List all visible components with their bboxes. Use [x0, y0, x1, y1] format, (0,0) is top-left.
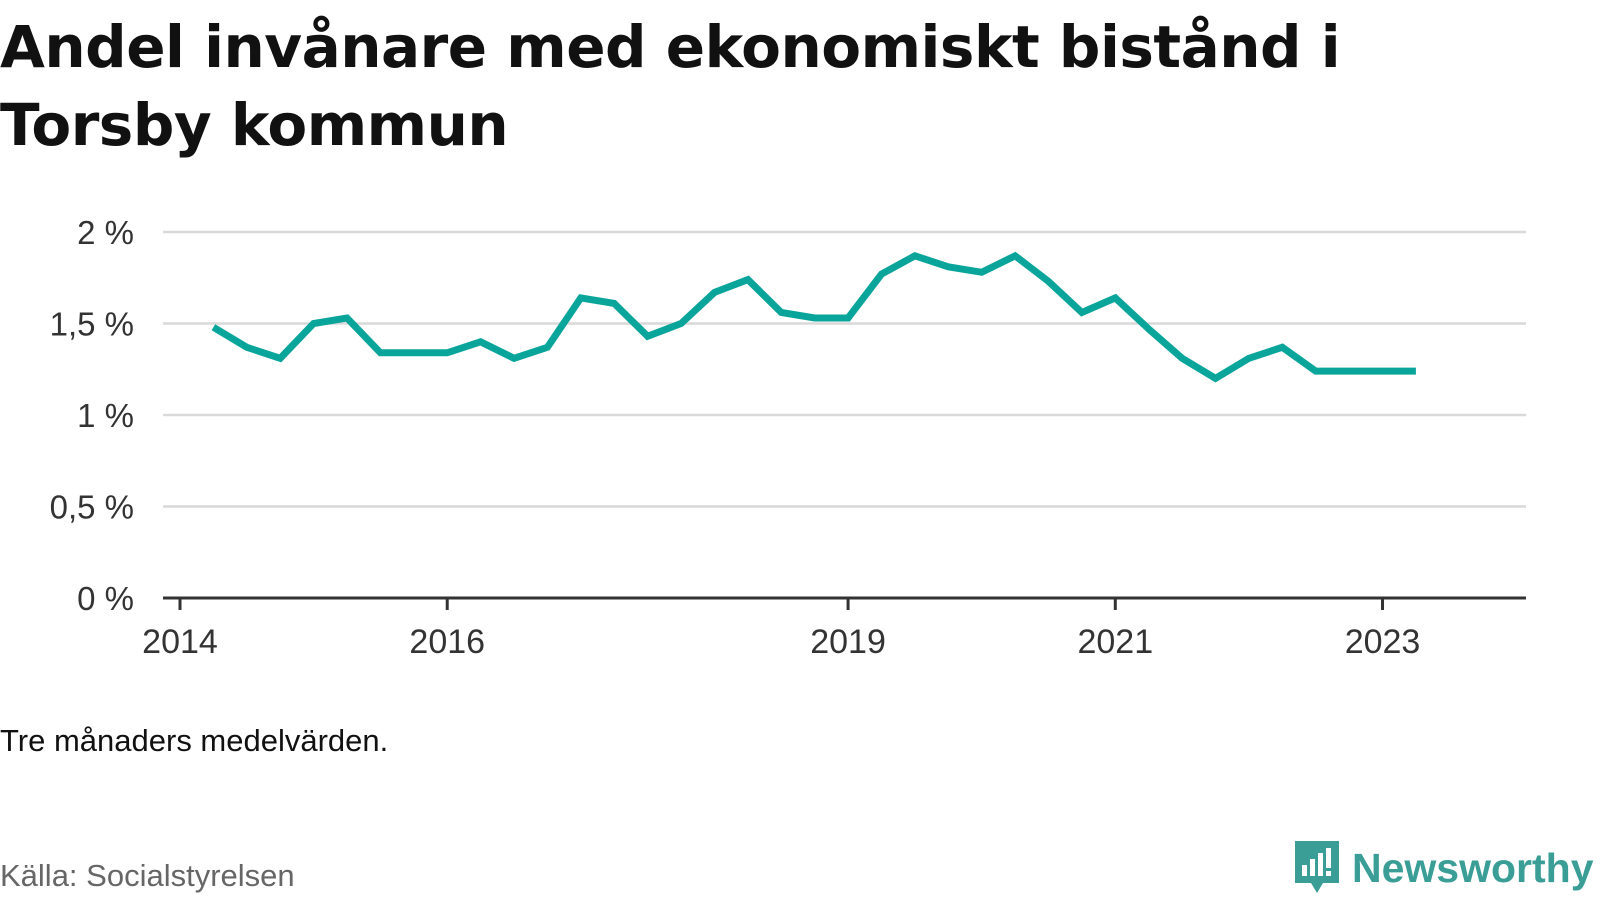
chart-title: Andel invånare med ekonomiskt bistånd i …	[0, 13, 1341, 159]
y-tick-label: 2 %	[77, 214, 134, 251]
y-axis-tick-labels: 0 % 0,5 % 1 % 1,5 % 2 %	[50, 214, 134, 617]
x-tick-label: 2016	[409, 623, 485, 661]
line-chart: 0 % 0,5 % 1 % 1,5 % 2 % 2014 2016 2019 2021 2023	[50, 214, 1526, 661]
y-tick-label: 0 %	[77, 580, 134, 617]
newsworthy-logo-text: Newsworthy	[1352, 844, 1594, 891]
chart-note: Tre månaders medelvärden.	[0, 723, 389, 758]
x-tick-label: 2019	[810, 623, 886, 661]
x-tick-label: 2023	[1345, 623, 1421, 661]
grid-lines	[163, 230, 1526, 508]
x-tick-label: 2021	[1077, 623, 1153, 661]
x-axis-ticks: 2014 2016 2019 2021 2023	[142, 598, 1420, 661]
y-tick-label: 1,5 %	[50, 306, 134, 343]
newsworthy-logo-icon	[1295, 841, 1339, 893]
source-label: Källa: Socialstyrelsen	[0, 858, 295, 893]
newsworthy-logo: Newsworthy	[1292, 836, 1594, 900]
series-line	[211, 251, 1416, 383]
y-tick-label: 0,5 %	[50, 489, 134, 526]
y-tick-label: 1 %	[77, 397, 134, 434]
x-tick-label: 2014	[142, 623, 218, 661]
